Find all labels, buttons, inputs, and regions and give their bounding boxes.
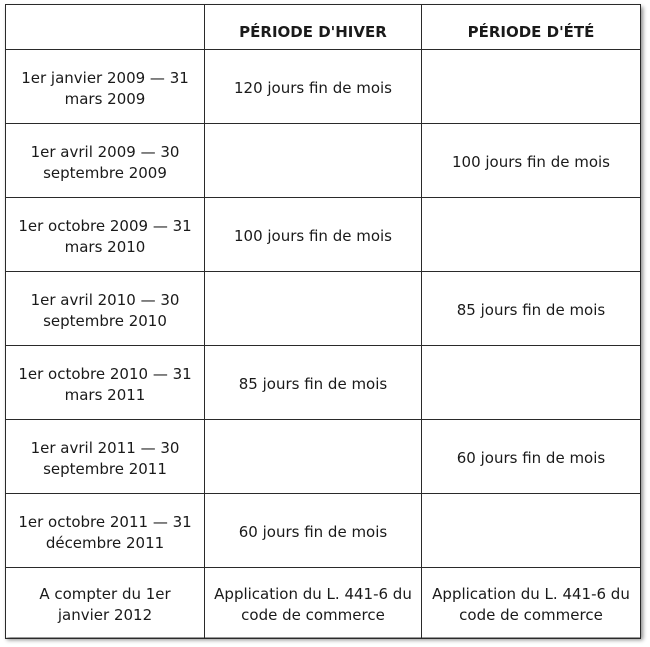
winter-cell bbox=[204, 271, 422, 346]
period-cell: 1er octobre 2009 — 31 mars 2010 bbox=[5, 197, 205, 272]
period-cell: 1er janvier 2009 — 31 mars 2009 bbox=[5, 49, 205, 124]
table-row: 1er avril 2011 — 30 septembre 2011 60 jo… bbox=[5, 419, 641, 494]
payment-terms-table-frame: PÉRIODE D'HIVER PÉRIODE D'ÉTÉ 1er janvie… bbox=[5, 4, 641, 639]
table-row: 1er octobre 2011 — 31 décembre 2011 60 j… bbox=[5, 493, 641, 568]
winter-cell bbox=[204, 123, 422, 198]
period-cell: 1er octobre 2010 — 31 mars 2011 bbox=[5, 345, 205, 420]
summer-cell: Application du L. 441-6 du code de comme… bbox=[421, 567, 641, 639]
header-summer: PÉRIODE D'ÉTÉ bbox=[421, 4, 641, 50]
header-winter: PÉRIODE D'HIVER bbox=[204, 4, 422, 50]
summer-cell bbox=[421, 493, 641, 568]
summer-cell: 60 jours fin de mois bbox=[421, 419, 641, 494]
header-row: PÉRIODE D'HIVER PÉRIODE D'ÉTÉ bbox=[5, 4, 641, 50]
summer-cell: 85 jours fin de mois bbox=[421, 271, 641, 346]
winter-cell: 120 jours fin de mois bbox=[204, 49, 422, 124]
table-row: A compter du 1er janvier 2012 Applicatio… bbox=[5, 567, 641, 639]
table-row: 1er avril 2010 — 30 septembre 2010 85 jo… bbox=[5, 271, 641, 346]
summer-cell bbox=[421, 345, 641, 420]
table-row: 1er janvier 2009 — 31 mars 2009 120 jour… bbox=[5, 49, 641, 124]
header-empty bbox=[5, 4, 205, 50]
summer-cell bbox=[421, 197, 641, 272]
summer-cell bbox=[421, 49, 641, 124]
winter-cell bbox=[204, 419, 422, 494]
winter-cell: 100 jours fin de mois bbox=[204, 197, 422, 272]
period-cell: 1er avril 2009 — 30 septembre 2009 bbox=[5, 123, 205, 198]
winter-cell: Application du L. 441-6 du code de comme… bbox=[204, 567, 422, 639]
table-row: 1er octobre 2010 — 31 mars 2011 85 jours… bbox=[5, 345, 641, 420]
winter-cell: 60 jours fin de mois bbox=[204, 493, 422, 568]
winter-cell: 85 jours fin de mois bbox=[204, 345, 422, 420]
period-cell: 1er avril 2010 — 30 septembre 2010 bbox=[5, 271, 205, 346]
period-cell: A compter du 1er janvier 2012 bbox=[5, 567, 205, 639]
table-row: 1er octobre 2009 — 31 mars 2010 100 jour… bbox=[5, 197, 641, 272]
summer-cell: 100 jours fin de mois bbox=[421, 123, 641, 198]
period-cell: 1er avril 2011 — 30 septembre 2011 bbox=[5, 419, 205, 494]
period-cell: 1er octobre 2011 — 31 décembre 2011 bbox=[5, 493, 205, 568]
table-row: 1er avril 2009 — 30 septembre 2009 100 j… bbox=[5, 123, 641, 198]
payment-terms-table: PÉRIODE D'HIVER PÉRIODE D'ÉTÉ 1er janvie… bbox=[5, 4, 641, 639]
